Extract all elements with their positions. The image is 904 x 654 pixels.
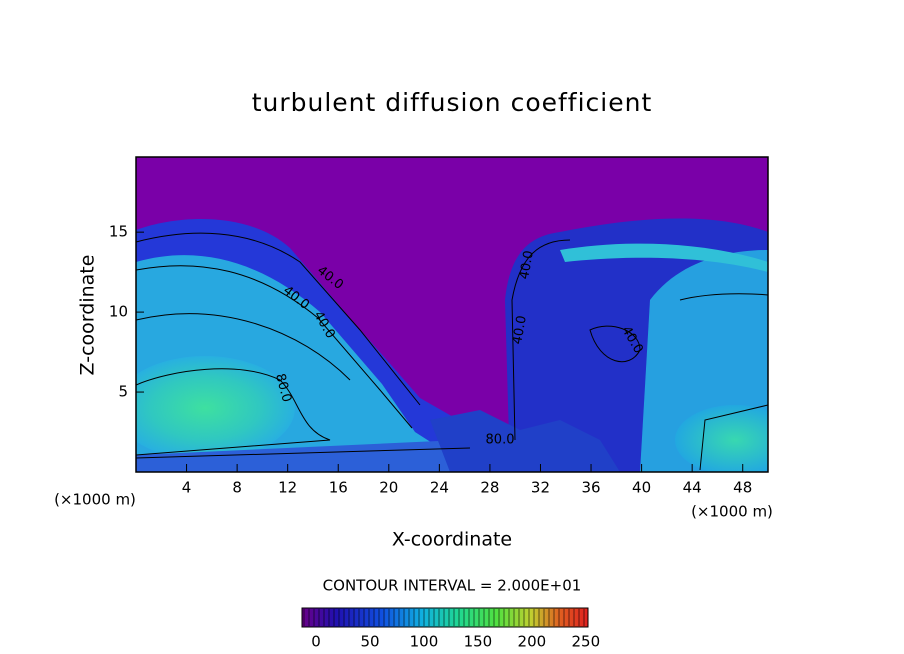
- x-tick-label: 32: [531, 479, 550, 497]
- colorbar-tick-label: 250: [572, 633, 601, 651]
- x-tick-label: 12: [278, 479, 297, 497]
- colorbar-tick-label: 50: [360, 633, 379, 651]
- colorbar-stripes: [303, 609, 585, 626]
- contour-label: 40.0: [517, 249, 537, 280]
- contour-label: 80.0: [486, 433, 515, 448]
- colorbar-tick-label: 150: [464, 633, 493, 651]
- x-tick-label: 28: [480, 479, 499, 497]
- colorbar-tick-label: 200: [518, 633, 547, 651]
- y-axis-label: Z-coordinate: [77, 255, 99, 376]
- x-tick-label: 24: [430, 479, 449, 497]
- x-tick-label: 8: [232, 479, 242, 497]
- y-tick-label: 15: [109, 223, 128, 241]
- plot-frame: [135, 156, 769, 473]
- colorbar-tick-label: 100: [410, 633, 439, 651]
- x-axis-label: X-coordinate: [392, 529, 512, 551]
- x-tick-label: 36: [581, 479, 600, 497]
- x-tick-label: 16: [329, 479, 348, 497]
- x-tick-label: 4: [182, 479, 192, 497]
- colorbar-tick-label: 0: [311, 633, 321, 651]
- colorbar: [301, 607, 589, 628]
- chart-title: turbulent diffusion coefficient: [252, 88, 653, 117]
- x-unit-label: (×1000 m): [54, 491, 136, 509]
- x-tick-label: 20: [379, 479, 398, 497]
- y-tick-label: 10: [109, 303, 128, 321]
- contour-field: [136, 157, 768, 472]
- contour-label: 80.0: [272, 372, 294, 404]
- x-tick-label: 48: [733, 479, 752, 497]
- x-unit-label: (×1000 m): [691, 503, 773, 521]
- y-tick-label: 5: [118, 383, 128, 401]
- x-tick-label: 44: [683, 479, 702, 497]
- contour-lines: [136, 232, 768, 471]
- contour-interval: CONTOUR INTERVAL = 2.000E+01: [323, 577, 582, 595]
- contour-label: 40.0: [510, 314, 530, 345]
- x-tick-label: 40: [632, 479, 651, 497]
